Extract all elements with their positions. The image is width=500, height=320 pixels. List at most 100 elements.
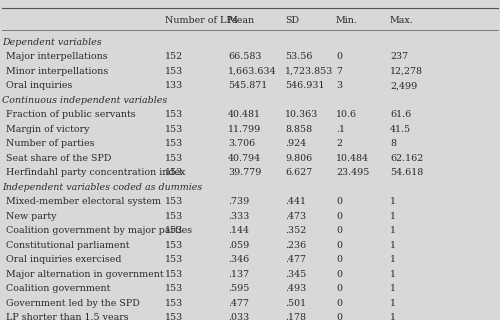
Text: 152: 152	[165, 52, 183, 61]
Text: Dependent variables: Dependent variables	[2, 38, 102, 47]
Text: Margin of victory: Margin of victory	[6, 125, 89, 134]
Text: 153: 153	[165, 67, 183, 76]
Text: 3.706: 3.706	[228, 139, 256, 148]
Text: 1: 1	[390, 212, 396, 221]
Text: 0: 0	[336, 270, 342, 279]
Text: 1: 1	[390, 313, 396, 320]
Text: Major alternation in government: Major alternation in government	[6, 270, 164, 279]
Text: .501: .501	[285, 299, 306, 308]
Text: .473: .473	[285, 212, 306, 221]
Text: Number of parties: Number of parties	[6, 139, 94, 148]
Text: Government led by the SPD: Government led by the SPD	[6, 299, 140, 308]
Text: New party: New party	[6, 212, 56, 221]
Text: 153: 153	[165, 139, 183, 148]
Text: Fraction of public servants: Fraction of public servants	[6, 110, 136, 119]
Text: 153: 153	[165, 226, 183, 235]
Text: Max.: Max.	[390, 16, 414, 25]
Text: .059: .059	[228, 241, 249, 250]
Text: 8.858: 8.858	[285, 125, 312, 134]
Text: 0: 0	[336, 226, 342, 235]
Text: 54.618: 54.618	[390, 168, 423, 177]
Text: .739: .739	[228, 197, 249, 206]
Text: .352: .352	[285, 226, 306, 235]
Text: 153: 153	[165, 154, 183, 163]
Text: .595: .595	[228, 284, 250, 293]
Text: 153: 153	[165, 241, 183, 250]
Text: 0: 0	[336, 255, 342, 264]
Text: 10.363: 10.363	[285, 110, 318, 119]
Text: 133: 133	[165, 81, 183, 90]
Text: .236: .236	[285, 241, 306, 250]
Text: 39.779: 39.779	[228, 168, 262, 177]
Text: .477: .477	[228, 299, 249, 308]
Text: 40.481: 40.481	[228, 110, 261, 119]
Text: .033: .033	[228, 313, 249, 320]
Text: 153: 153	[165, 299, 183, 308]
Text: 237: 237	[390, 52, 408, 61]
Text: 1: 1	[390, 284, 396, 293]
Text: LP shorter than 1.5 years: LP shorter than 1.5 years	[6, 313, 128, 320]
Text: .441: .441	[285, 197, 306, 206]
Text: 10.484: 10.484	[336, 154, 369, 163]
Text: 1: 1	[390, 241, 396, 250]
Text: 153: 153	[165, 212, 183, 221]
Text: 153: 153	[165, 197, 183, 206]
Text: Mixed-member electoral system: Mixed-member electoral system	[6, 197, 161, 206]
Text: Min.: Min.	[336, 16, 358, 25]
Text: Continuous independent variables: Continuous independent variables	[2, 96, 167, 105]
Text: 1: 1	[390, 299, 396, 308]
Text: 61.6: 61.6	[390, 110, 411, 119]
Text: 12,278: 12,278	[390, 67, 423, 76]
Text: 545.871: 545.871	[228, 81, 267, 90]
Text: Coalition government: Coalition government	[6, 284, 110, 293]
Text: 0: 0	[336, 284, 342, 293]
Text: 1,663.634: 1,663.634	[228, 67, 276, 76]
Text: 62.162: 62.162	[390, 154, 423, 163]
Text: 8: 8	[390, 139, 396, 148]
Text: 2,499: 2,499	[390, 81, 417, 90]
Text: 0: 0	[336, 241, 342, 250]
Text: 153: 153	[165, 125, 183, 134]
Text: 6.627: 6.627	[285, 168, 312, 177]
Text: 0: 0	[336, 299, 342, 308]
Text: 1,723.853: 1,723.853	[285, 67, 334, 76]
Text: 153: 153	[165, 255, 183, 264]
Text: .144: .144	[228, 226, 249, 235]
Text: 9.806: 9.806	[285, 154, 312, 163]
Text: Coalition government by major parties: Coalition government by major parties	[6, 226, 192, 235]
Text: 546.931: 546.931	[285, 81, 325, 90]
Text: 11.799: 11.799	[228, 125, 261, 134]
Text: 40.794: 40.794	[228, 154, 261, 163]
Text: .493: .493	[285, 284, 306, 293]
Text: .1: .1	[336, 125, 345, 134]
Text: 1: 1	[390, 197, 396, 206]
Text: 66.583: 66.583	[228, 52, 262, 61]
Text: 153: 153	[165, 284, 183, 293]
Text: .477: .477	[285, 255, 306, 264]
Text: 3: 3	[336, 81, 342, 90]
Text: 153: 153	[165, 313, 183, 320]
Text: .346: .346	[228, 255, 249, 264]
Text: 1: 1	[390, 270, 396, 279]
Text: .345: .345	[285, 270, 306, 279]
Text: Oral inquiries: Oral inquiries	[6, 81, 72, 90]
Text: 1: 1	[390, 226, 396, 235]
Text: Mean: Mean	[228, 16, 255, 25]
Text: 0: 0	[336, 197, 342, 206]
Text: Major interpellations: Major interpellations	[6, 52, 108, 61]
Text: Constitutional parliament: Constitutional parliament	[6, 241, 130, 250]
Text: 2: 2	[336, 139, 342, 148]
Text: 41.5: 41.5	[390, 125, 411, 134]
Text: 10.6: 10.6	[336, 110, 357, 119]
Text: 1: 1	[390, 255, 396, 264]
Text: 0: 0	[336, 313, 342, 320]
Text: Oral inquiries exercised: Oral inquiries exercised	[6, 255, 121, 264]
Text: Minor interpellations: Minor interpellations	[6, 67, 108, 76]
Text: 153: 153	[165, 168, 183, 177]
Text: 0: 0	[336, 52, 342, 61]
Text: .924: .924	[285, 139, 306, 148]
Text: Number of LPs: Number of LPs	[165, 16, 238, 25]
Text: 7: 7	[336, 67, 342, 76]
Text: Seat share of the SPD: Seat share of the SPD	[6, 154, 112, 163]
Text: 53.56: 53.56	[285, 52, 312, 61]
